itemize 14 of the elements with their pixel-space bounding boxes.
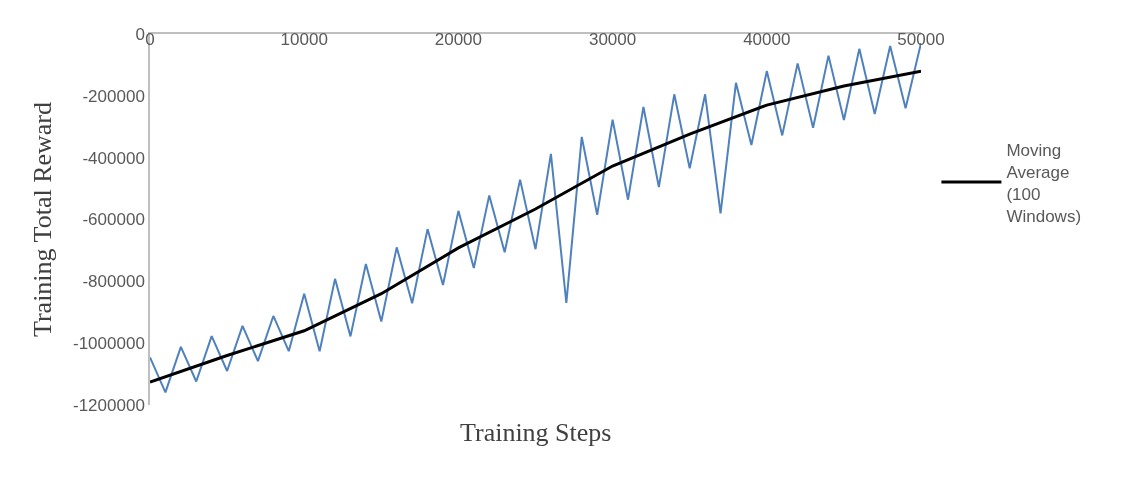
- x-axis-title: Training Steps: [460, 418, 612, 447]
- y-tick-label: -200000: [82, 86, 145, 106]
- y-tick-label: -1200000: [73, 395, 145, 415]
- y-tick-label: -800000: [82, 272, 145, 292]
- y-axis-title: Training Total Reward: [27, 101, 57, 338]
- x-tick-label: 10000: [280, 30, 328, 50]
- y-tick-label: -400000: [82, 148, 145, 168]
- x-tick-label: 40000: [743, 30, 791, 50]
- legend-label: Moving Average (100 Windows): [1006, 140, 1082, 226]
- x-tick-label: 20000: [434, 30, 483, 50]
- y-tick-label: -1000000: [73, 334, 145, 354]
- x-tick-label: 50000: [897, 30, 945, 50]
- y-tick-label: -600000: [82, 210, 145, 230]
- x-tick-label: 30000: [588, 30, 637, 50]
